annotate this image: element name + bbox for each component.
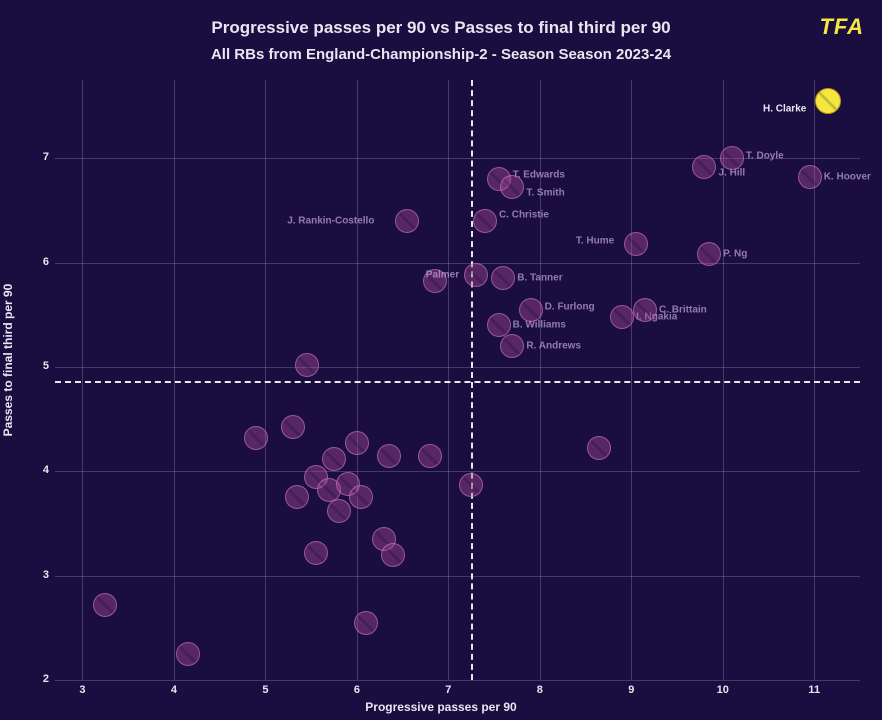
y-tick-label: 7 — [25, 151, 49, 163]
y-tick-label: 4 — [25, 464, 49, 476]
scatter-point — [295, 353, 319, 377]
y-tick-label: 3 — [25, 569, 49, 581]
scatter-point — [491, 266, 515, 290]
point-label: D. Furlong — [545, 301, 595, 312]
point-label: T. Hume — [576, 235, 614, 246]
scatter-point — [519, 298, 543, 322]
scatter-point — [473, 209, 497, 233]
point-label: T. Doyle — [746, 151, 784, 162]
scatter-point — [418, 444, 442, 468]
scatter-point — [487, 313, 511, 337]
y-axis-label: Passes to final third per 90 — [1, 284, 15, 437]
scatter-point — [304, 541, 328, 565]
gridline-h — [55, 471, 860, 472]
point-label: C. Christie — [499, 209, 549, 220]
chart-subtitle: All RBs from England-Championship-2 - Se… — [0, 46, 882, 63]
scatter-point — [327, 499, 351, 523]
point-label: T. Smith — [526, 188, 564, 199]
scatter-point — [354, 611, 378, 635]
scatter-point — [349, 485, 373, 509]
x-tick-label: 4 — [171, 684, 177, 696]
point-label: H. Clarke — [763, 103, 806, 114]
scatter-point — [459, 473, 483, 497]
scatter-point — [624, 232, 648, 256]
scatter-point — [798, 165, 822, 189]
y-tick-label: 2 — [25, 673, 49, 685]
y-tick-label: 6 — [25, 256, 49, 268]
scatter-point — [692, 155, 716, 179]
scatter-point — [93, 593, 117, 617]
brand-logo: TFA — [819, 14, 864, 40]
scatter-point — [176, 642, 200, 666]
scatter-point — [285, 485, 309, 509]
chart-title: Progressive passes per 90 vs Passes to f… — [0, 18, 882, 38]
x-tick-label: 3 — [79, 684, 85, 696]
reference-line-horizontal — [55, 381, 860, 383]
point-label: C. Brittain — [659, 304, 707, 315]
gridline-h — [55, 680, 860, 681]
scatter-point — [633, 298, 657, 322]
chart-container: Progressive passes per 90 vs Passes to f… — [0, 0, 882, 720]
scatter-point — [500, 334, 524, 358]
point-label: J. Rankin-Costello — [287, 215, 374, 226]
scatter-point — [395, 209, 419, 233]
point-label: Palmer — [426, 270, 459, 281]
scatter-point — [587, 436, 611, 460]
scatter-point-highlight — [815, 88, 841, 114]
scatter-point — [377, 444, 401, 468]
point-label: K. Hoover — [824, 172, 871, 183]
gridline-h — [55, 576, 860, 577]
x-tick-label: 8 — [537, 684, 543, 696]
scatter-point — [322, 447, 346, 471]
x-tick-label: 5 — [262, 684, 268, 696]
x-tick-label: 11 — [808, 684, 820, 696]
x-tick-label: 7 — [445, 684, 451, 696]
x-tick-label: 9 — [628, 684, 634, 696]
scatter-point — [381, 543, 405, 567]
point-label: R. Andrews — [526, 341, 581, 352]
scatter-point — [464, 263, 488, 287]
plot-area: 23456734567891011J. Rankin-CostelloPalme… — [55, 80, 860, 680]
y-tick-label: 5 — [25, 360, 49, 372]
point-label: B. Tanner — [517, 273, 562, 284]
scatter-point — [610, 305, 634, 329]
scatter-point — [500, 175, 524, 199]
scatter-point — [345, 431, 369, 455]
scatter-point — [697, 242, 721, 266]
point-label: B. Williams — [513, 320, 566, 331]
gridline-h — [55, 367, 860, 368]
x-tick-label: 6 — [354, 684, 360, 696]
gridline-h — [55, 263, 860, 264]
scatter-point — [281, 415, 305, 439]
x-axis-label: Progressive passes per 90 — [0, 700, 882, 714]
scatter-point — [720, 146, 744, 170]
scatter-point — [244, 426, 268, 450]
point-label: P. Ng — [723, 249, 747, 260]
x-tick-label: 10 — [717, 684, 729, 696]
